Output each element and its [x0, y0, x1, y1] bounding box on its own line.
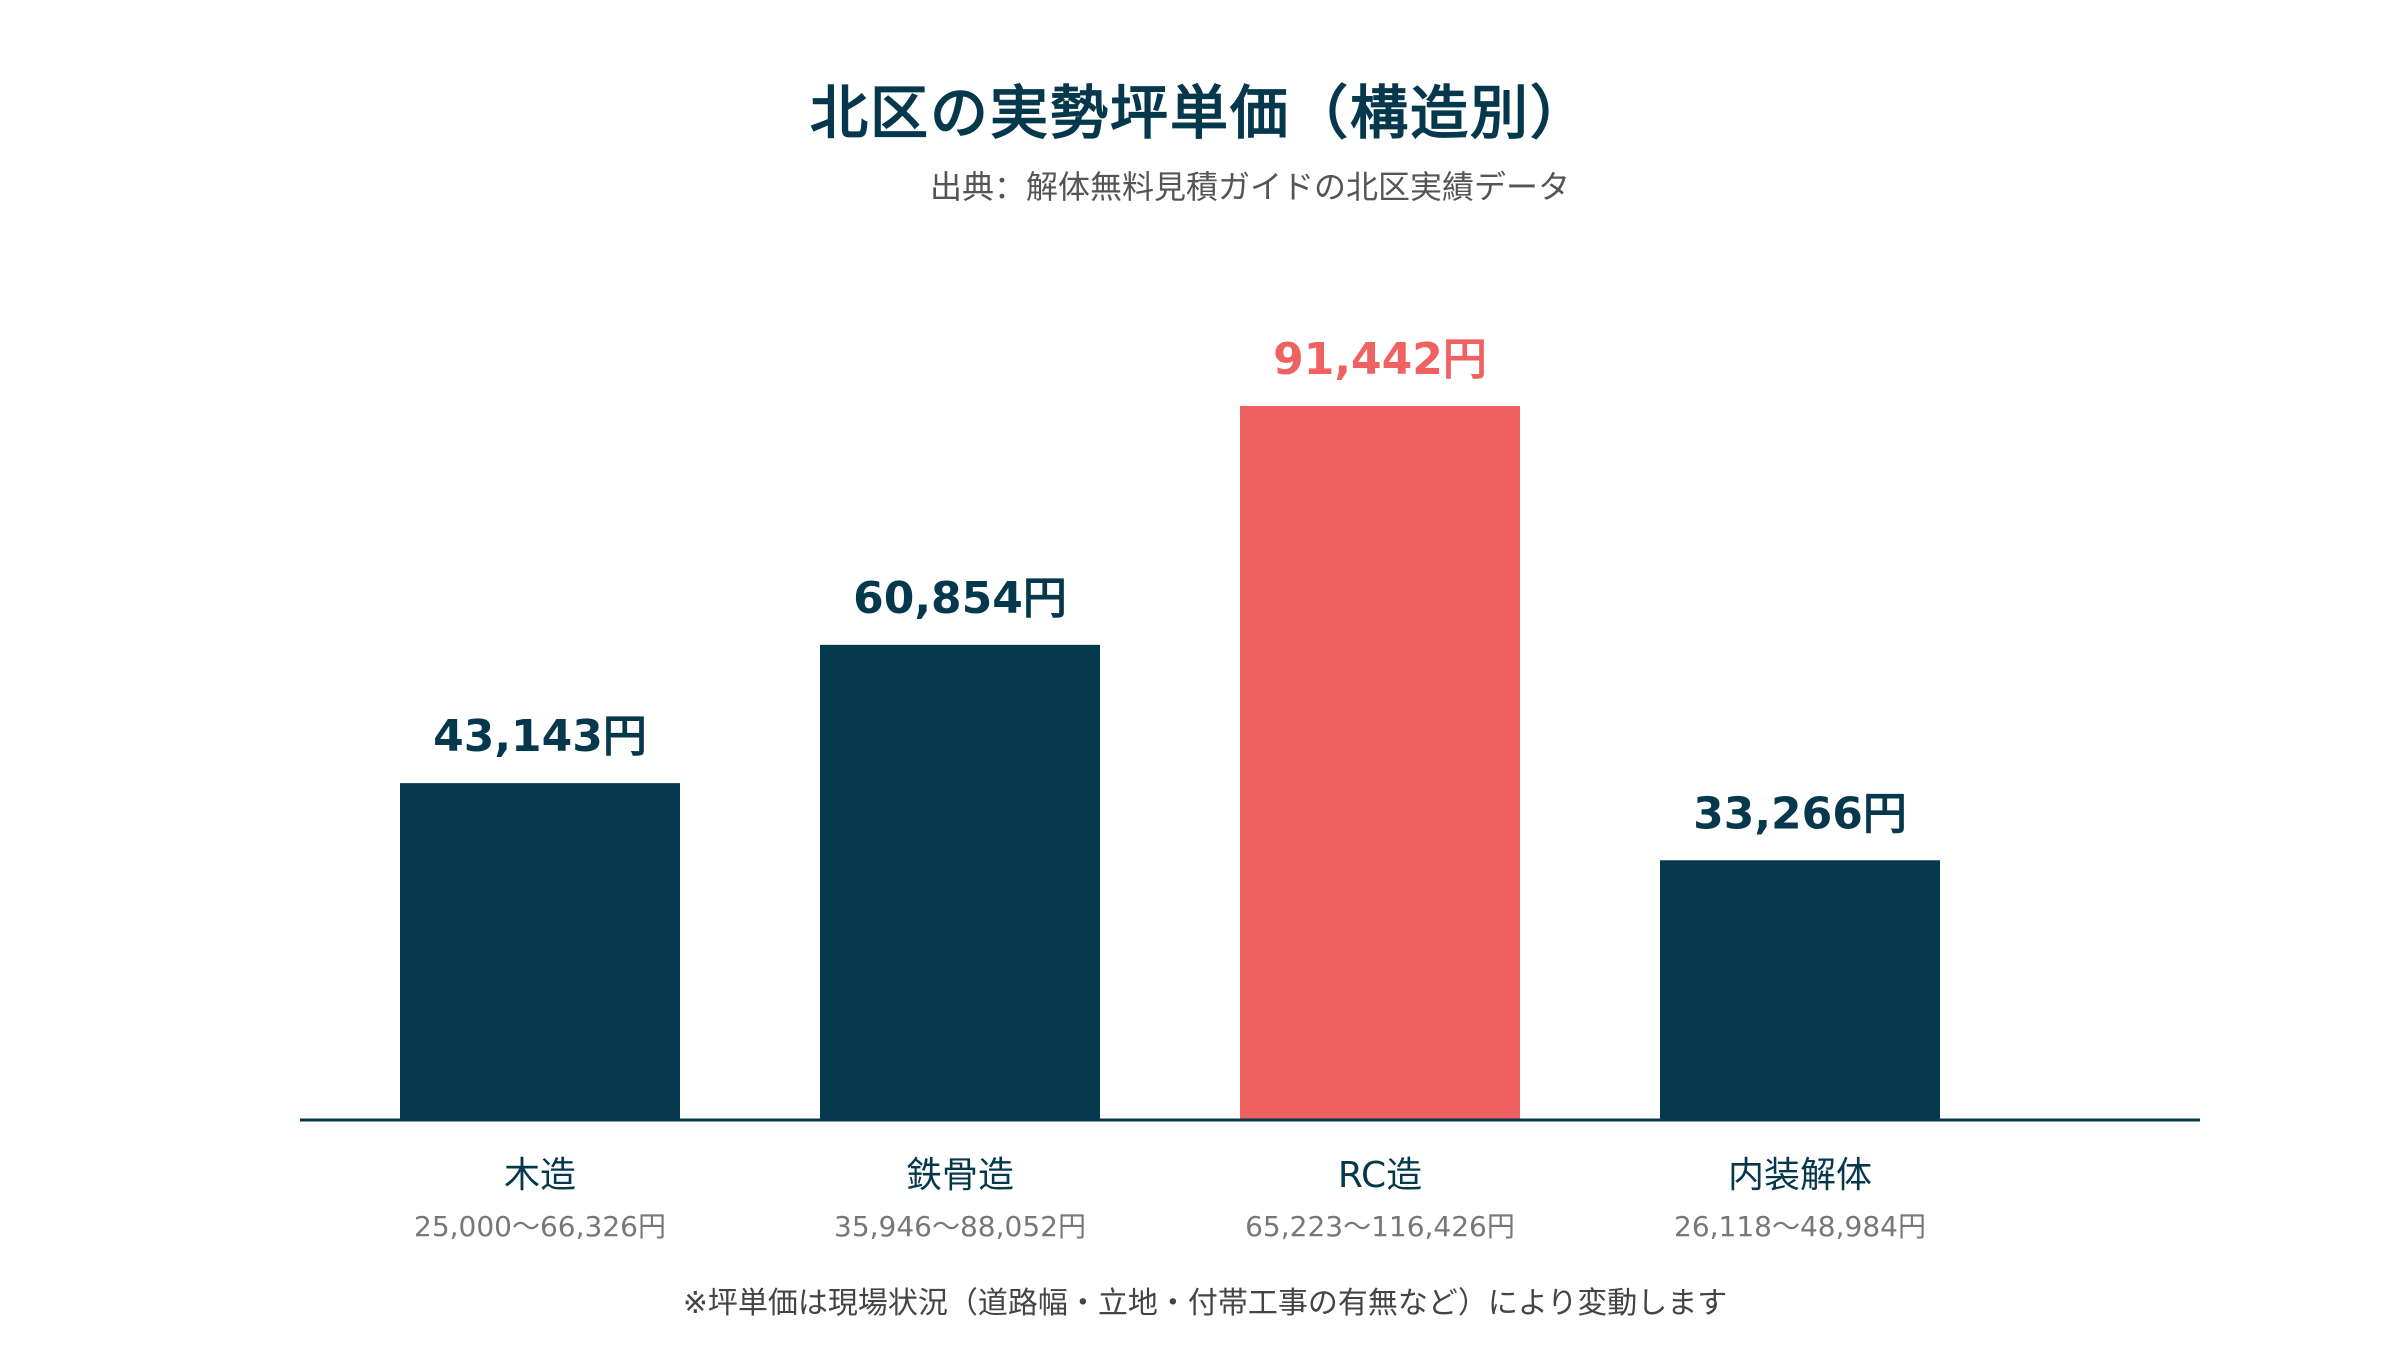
range-label-1: 35,946〜88,052円 — [834, 1210, 1086, 1243]
chart-title: 北区の実勢坪単価（構造別） — [809, 79, 1590, 147]
bar-1 — [820, 644, 1100, 1120]
chart-subtitle: 出典：解体無料見積ガイドの北区実績データ — [929, 168, 1570, 206]
chart-footnote: ※坪単価は現場状況（道路幅・立地・付帯工事の有無など）により変動します — [682, 1286, 1728, 1321]
bar-3 — [1660, 860, 1940, 1120]
value-label-0: 43,143円 — [433, 711, 647, 762]
bar-0 — [400, 783, 680, 1120]
range-label-3: 26,118〜48,984円 — [1674, 1210, 1926, 1243]
value-label-1: 60,854円 — [853, 573, 1067, 624]
category-label-2: RC造 — [1338, 1155, 1422, 1196]
bars-layer — [400, 406, 1940, 1120]
value-label-2: 91,442円 — [1273, 334, 1487, 385]
category-label-1: 鉄骨造 — [906, 1155, 1014, 1196]
category-label-0: 木造 — [504, 1155, 576, 1196]
range-label-0: 25,000〜66,326円 — [414, 1210, 666, 1243]
bar-2 — [1240, 406, 1520, 1120]
category-label-3: 内装解体 — [1728, 1155, 1872, 1196]
range-label-2: 65,223〜116,426円 — [1245, 1210, 1515, 1243]
value-label-3: 33,266円 — [1693, 788, 1907, 839]
